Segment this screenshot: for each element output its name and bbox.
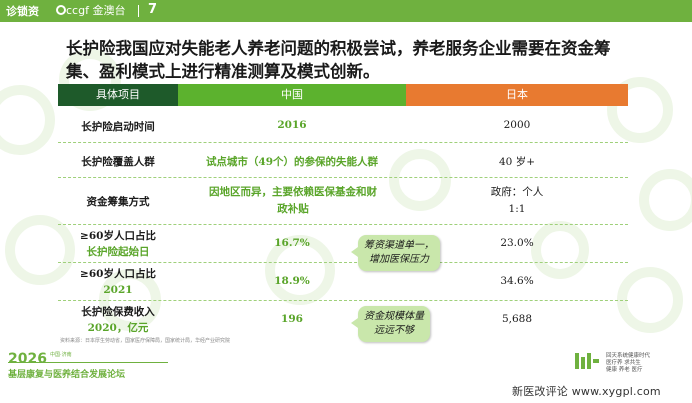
japan-value: 5,688 — [501, 313, 533, 325]
table-row: ≥60岁人口占比 2021 18.9% 34.6% — [58, 263, 628, 301]
table-header: 具体项目 中国 日本 — [58, 84, 628, 106]
callout-line: 筹资渠道单一， — [364, 240, 434, 251]
china-value: 2016 — [277, 119, 307, 131]
row-label-sub: 2021 — [103, 284, 133, 296]
callout-line: 增加医保压力 — [369, 254, 429, 265]
brand-mark-icon — [56, 5, 66, 15]
brand-logo-right: ccgf 金澳台 — [66, 4, 126, 17]
row-label-main: ≥60岁人口占比 — [80, 230, 156, 242]
header-divider — [138, 5, 139, 17]
footer-divider — [8, 362, 168, 363]
japan-value: 2000 — [503, 119, 531, 131]
partner-logo-icon — [575, 353, 599, 369]
china-value: 试点城市（49个）的参保的失能人群 — [205, 156, 379, 168]
row-label-sub: 2020，亿元 — [87, 322, 149, 334]
footer-title: 基层康复与医养结合发展论坛 — [8, 370, 126, 380]
row-label: 资金筹集方式 — [86, 196, 150, 208]
table-row: 资金筹集方式 因地区而异，主要依赖医保基金和财政补贴 政府：个人 1:1 — [58, 178, 628, 225]
row-label-main: 长护险保费收入 — [81, 306, 155, 318]
callout-line: 远远不够 — [374, 325, 414, 336]
site-watermark: 新医改评论 www.xygpl.com — [512, 385, 661, 398]
row-label-sub: 长护险起始日 — [86, 246, 150, 258]
page-number: 7 — [148, 2, 158, 17]
japan-value-line2: 1:1 — [508, 203, 526, 215]
japan-value: 23.0% — [500, 237, 534, 249]
comparison-table: 具体项目 中国 日本 长护险启动时间 2016 2000 长护险覆盖人群 试点城… — [58, 84, 628, 334]
callout-line: 资金规模体量 — [364, 311, 424, 322]
table-row: ≥60岁人口占比 长护险起始日 16.7% 23.0% — [58, 225, 628, 263]
japan-value-line1: 政府：个人 — [490, 186, 544, 198]
row-label: 长护险启动时间 — [81, 121, 155, 133]
header-china: 中国 — [178, 84, 406, 106]
slide-title: 长护险我国应对失能老人养老问题的积极尝试，养老服务企业需要在资金筹集、盈利模式上… — [66, 39, 611, 81]
china-value: 196 — [281, 313, 303, 325]
japan-value: 政府：个人 1:1 — [406, 184, 628, 218]
row-label: ≥60岁人口占比 长护险起始日 — [58, 228, 178, 260]
table-row: 长护险启动时间 2016 2000 — [58, 108, 628, 143]
top-bar: 诊锁资 ccgf 金澳台 7 — [0, 0, 692, 22]
footer-year: 2026 — [8, 351, 47, 367]
row-label-main: ≥60岁人口占比 — [80, 268, 156, 280]
china-value: 因地区而异，主要依赖医保基金和财政补贴 — [209, 186, 377, 215]
china-value: 18.9% — [274, 275, 310, 287]
brand-logo-left: 诊锁资 — [6, 5, 39, 18]
japan-value: 34.6% — [500, 275, 534, 287]
footer-location: 中国·济南 — [50, 352, 72, 358]
table-row: 长护险覆盖人群 试点城市（49个）的参保的失能人群 40 岁+ — [58, 143, 628, 178]
row-label: 长护险保费收入 2020，亿元 — [58, 304, 178, 336]
source-note: 资料来源：日本厚生劳动省，国家医疗保障局，国家统计局，华经产业研究院 — [60, 338, 231, 344]
china-value: 16.7% — [274, 237, 310, 249]
japan-value: 40 岁+ — [499, 156, 535, 168]
callout-funding-channel: 筹资渠道单一， 增加医保压力 — [351, 235, 440, 271]
header-japan: 日本 — [406, 84, 628, 106]
table-row: 长护险保费收入 2020，亿元 196 5,688 — [58, 301, 628, 338]
header-item: 具体项目 — [58, 84, 178, 106]
partner-logo-text: 回天系统健康时代 医疗养 求共生 健康 养老 医疗 — [606, 353, 651, 373]
row-label: ≥60岁人口占比 2021 — [58, 266, 178, 298]
row-label: 长护险覆盖人群 — [81, 156, 155, 168]
callout-funding-scale: 资金规模体量 远远不够 — [351, 306, 430, 342]
